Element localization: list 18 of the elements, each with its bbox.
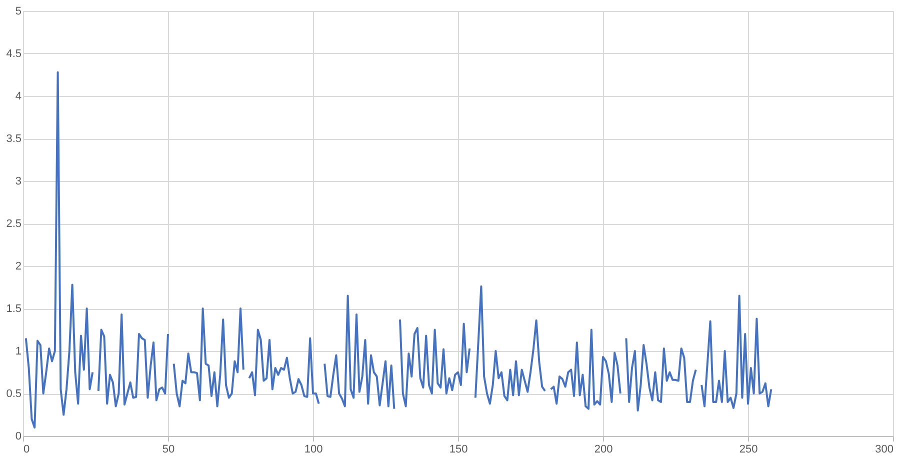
y-tick-label: 4.5	[6, 48, 22, 60]
x-tick-label: 100	[304, 444, 323, 456]
y-tick-label: 5	[15, 6, 22, 18]
y-tick-label: 1	[15, 346, 22, 358]
y-tick-label: 2	[15, 260, 22, 272]
x-tick-label: 150	[449, 444, 468, 456]
x-tick-label: 300	[875, 444, 894, 456]
y-tick-label: 4	[15, 90, 22, 102]
y-tick-label: 3.5	[6, 133, 22, 145]
y-tick-label: 0	[15, 430, 22, 442]
x-tick-label: 250	[739, 444, 758, 456]
y-tick-label: 2.5	[6, 218, 22, 230]
x-tick-label: 50	[162, 444, 175, 456]
y-tick-label: 3	[15, 176, 22, 188]
y-tick-label: 1.5	[6, 303, 22, 315]
x-tick-label: 200	[594, 444, 613, 456]
x-tick-label: 0	[24, 444, 30, 456]
y-tick-label: 0.5	[6, 388, 22, 400]
